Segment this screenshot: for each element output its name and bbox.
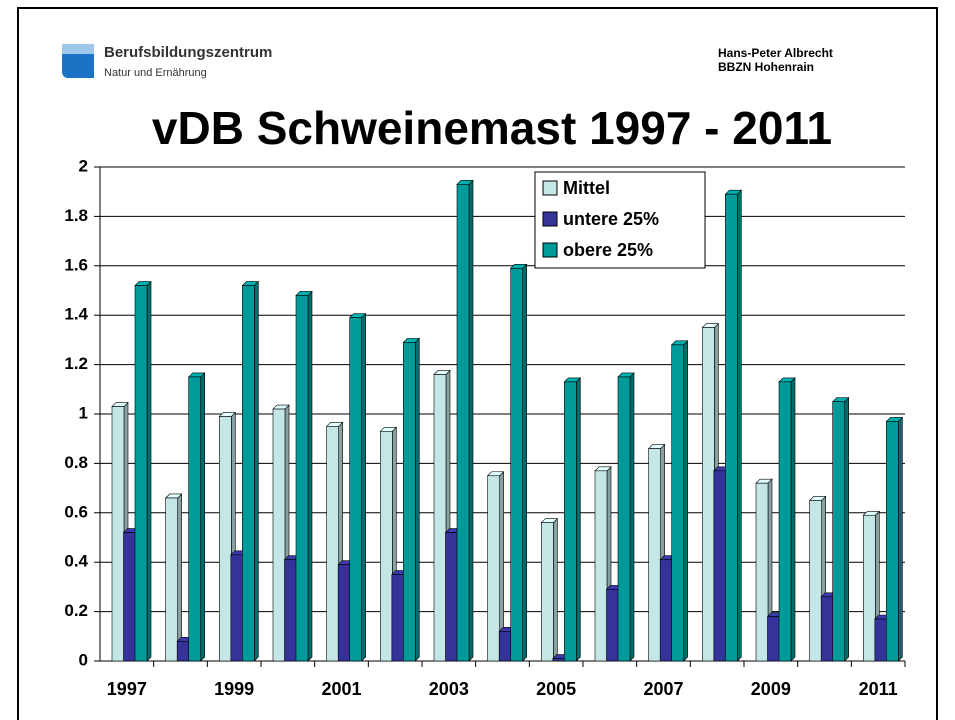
y-tick-label: 0.6: [64, 502, 88, 521]
bar: [874, 618, 888, 662]
x-tick-label: 1999: [214, 679, 254, 699]
bar: [230, 554, 244, 662]
bar: [165, 497, 178, 662]
bar-side: [790, 377, 796, 662]
x-tick-label: 2011: [859, 679, 898, 699]
x-tick-label: 2003: [429, 679, 469, 699]
bar-side: [468, 179, 474, 662]
bar: [111, 406, 125, 662]
bar: [832, 401, 845, 662]
bar: [391, 574, 405, 662]
bar: [510, 267, 523, 662]
bar: [242, 285, 255, 662]
x-tick-label: 2009: [751, 679, 791, 699]
bar: [176, 640, 190, 662]
bar: [337, 564, 351, 662]
legend-label: obere 25%: [563, 240, 653, 260]
place: BBZN Hohenrain: [718, 60, 814, 74]
y-tick-label: 0: [79, 650, 88, 669]
legend-swatch: [542, 242, 558, 258]
x-tick-label: 2001: [321, 679, 361, 699]
bar: [349, 317, 362, 662]
bar: [445, 532, 458, 662]
y-tick-label: 0.8: [64, 453, 88, 472]
bar: [487, 475, 500, 662]
bar-side: [415, 337, 420, 662]
legend-label: Mittel: [563, 178, 610, 198]
bar: [617, 376, 631, 662]
author: Hans-Peter Albrecht: [718, 46, 833, 60]
bar: [863, 514, 876, 662]
slide-border: [17, 7, 938, 720]
legend-swatch: [542, 180, 558, 196]
bar: [326, 426, 339, 662]
logo-top: [62, 44, 94, 54]
bar: [648, 448, 661, 662]
bar-side: [522, 263, 527, 662]
bar-side: [361, 312, 366, 662]
bar: [767, 616, 780, 662]
bar: [564, 381, 577, 662]
y-tick-label: 1.2: [64, 354, 88, 373]
bar-side: [254, 280, 259, 662]
bar: [671, 344, 684, 662]
bar: [886, 421, 899, 662]
bar-side: [844, 396, 849, 662]
bar: [820, 596, 834, 662]
bar: [134, 285, 148, 662]
legend-swatch: [542, 211, 558, 227]
chart-title: vDB Schweinemast 1997 - 2011: [152, 102, 832, 154]
bar: [188, 376, 201, 662]
y-tick-label: 1.8: [64, 206, 88, 225]
bar: [498, 631, 512, 662]
org-sub: Natur und Ernährung: [104, 67, 207, 79]
y-tick-label: 1.6: [64, 255, 88, 274]
y-tick-label: 0.4: [64, 552, 88, 571]
bar: [219, 416, 232, 662]
x-tick-label: 1997: [107, 679, 147, 699]
bar-side: [629, 372, 635, 662]
org-name: Berufsbildungszentrum: [104, 44, 272, 61]
bar: [594, 470, 608, 662]
bar: [541, 522, 554, 662]
bar: [403, 342, 416, 662]
legend-box: [534, 171, 706, 269]
bar: [295, 295, 309, 662]
bar-side: [146, 280, 152, 662]
bar: [713, 470, 727, 662]
x-tick-label: 2007: [643, 679, 683, 699]
x-tick-label: 2005: [536, 679, 576, 699]
bar-side: [683, 340, 688, 662]
bar: [284, 559, 297, 662]
y-tick-label: 2: [79, 156, 88, 175]
bar-side: [737, 189, 742, 662]
bar: [433, 374, 447, 662]
y-tick-label: 1.4: [64, 305, 88, 324]
bar: [725, 193, 738, 662]
bar: [659, 559, 673, 662]
bar: [380, 430, 393, 662]
bar-side: [553, 517, 558, 662]
bar: [123, 532, 136, 662]
bar: [778, 381, 792, 662]
bar-side: [177, 493, 182, 662]
bar-side: [898, 416, 903, 662]
bar: [606, 589, 619, 662]
bar-side: [576, 377, 581, 662]
bar-side: [200, 372, 205, 662]
legend-label: untere 25%: [563, 209, 659, 229]
bar: [272, 408, 286, 662]
y-tick-label: 0.2: [64, 601, 88, 620]
bar-side: [307, 290, 313, 662]
y-tick-label: 1: [79, 403, 88, 422]
bar: [809, 500, 822, 662]
bar: [456, 183, 470, 662]
bar: [755, 482, 769, 662]
bar: [552, 658, 566, 662]
bar: [702, 327, 715, 662]
